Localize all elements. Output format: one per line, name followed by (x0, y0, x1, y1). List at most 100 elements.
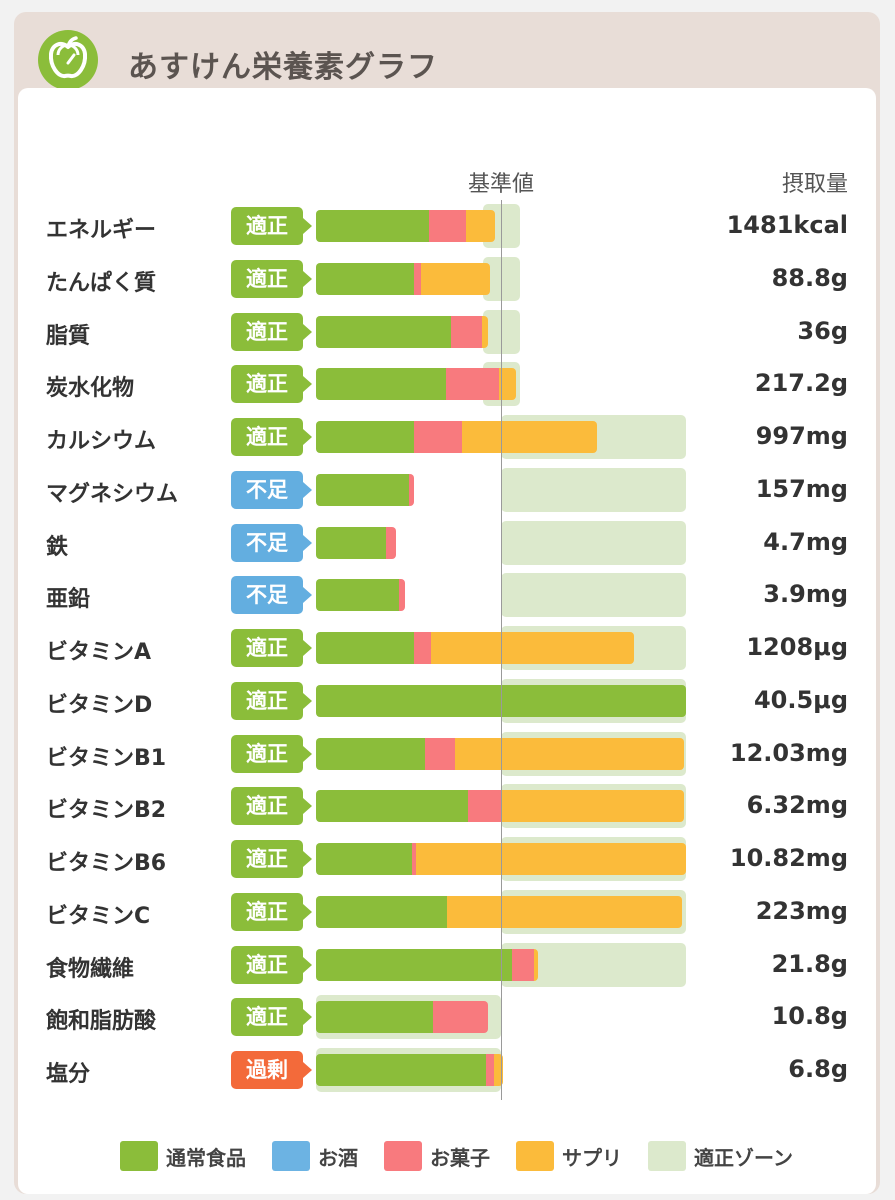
bar-supplement (415, 843, 686, 875)
optimal-zone (501, 520, 686, 565)
intake-value: 3.9mg (763, 580, 848, 609)
stacked-bar (316, 1001, 489, 1034)
bar-supplement (465, 210, 496, 242)
nutrient-row[interactable]: カルシウム 適正 997mg (0, 413, 895, 465)
nutrient-row[interactable]: 飽和脂肪酸 適正 10.8g (0, 993, 895, 1045)
stacked-bar (316, 632, 635, 664)
intake-value: 10.82mg (729, 844, 848, 872)
legend-label: お菓子 (430, 1145, 490, 1170)
status-badge: 適正 (231, 259, 312, 298)
status-badge: 適正 (231, 629, 312, 667)
legend-swatch (384, 1141, 422, 1171)
status-badge: 適正 (231, 998, 312, 1037)
intake-value: 6.8g (788, 1055, 848, 1083)
intake-value: 12.03mg (729, 738, 848, 767)
stacked-bar (316, 579, 405, 612)
bar-snacks (414, 421, 463, 453)
bar-supplement (499, 368, 516, 401)
intake-value: 1208μg (746, 633, 848, 661)
bar-snacks (386, 526, 396, 559)
nutrient-name: マグネシウム (46, 481, 179, 507)
legend-swatch (516, 1141, 554, 1171)
nutrient-row[interactable]: ビタミンB2 適正 6.32mg (0, 782, 895, 834)
legend-swatch (272, 1141, 310, 1171)
bar-supplement (500, 790, 685, 823)
nutrient-name: 鉄 (46, 534, 69, 560)
bar-snacks (414, 262, 422, 295)
intake-value: 1481kcal (726, 211, 848, 239)
nutrient-name: カルシウム (46, 429, 157, 454)
bar-normal-food (316, 262, 415, 295)
bar-supplement (482, 315, 489, 348)
stacked-bar (316, 262, 490, 295)
bar-snacks (414, 632, 431, 664)
nutrient-row[interactable]: ビタミンB1 適正 12.03mg (0, 730, 895, 782)
bar-supplement (493, 1054, 503, 1086)
nutrient-row[interactable]: ビタミンA 適正 1208μg (0, 624, 895, 676)
legend-swatch (120, 1141, 158, 1171)
nutrient-name: 塩分 (46, 1062, 91, 1087)
nutrient-row[interactable]: 鉄 不足 4.7mg (0, 519, 895, 571)
bar-snacks (412, 843, 416, 875)
bar-normal-food (316, 210, 429, 242)
intake-value: 40.5μg (753, 685, 848, 714)
legend-label: 通常食品 (166, 1145, 246, 1170)
intake-value: 997mg (755, 422, 848, 450)
stacked-bar (316, 210, 496, 242)
nutrient-row[interactable]: 食物繊維 適正 21.8g (0, 941, 895, 993)
intake-value: 4.7mg (763, 527, 848, 556)
legend-snacks: お菓子 (384, 1141, 490, 1171)
status-badge: 適正 (231, 892, 312, 931)
legend-label: サプリ (562, 1145, 622, 1170)
legend-swatch (648, 1141, 686, 1171)
stacked-bar (316, 421, 598, 453)
nutrient-row[interactable]: 亜鉛 不足 3.9mg (0, 571, 895, 623)
status-badge: 不足 (231, 576, 312, 615)
bar-snacks (428, 210, 466, 242)
intake-value: 88.8g (771, 263, 848, 292)
legend-supplement: サプリ (516, 1141, 622, 1171)
nutrient-row[interactable]: ビタミンD 適正 40.5μg (0, 677, 895, 729)
bar-normal-food (316, 579, 400, 612)
legend-alcohol: お酒 (272, 1141, 358, 1171)
nutrient-row[interactable]: エネルギー 適正 1481kcal (0, 202, 895, 254)
legend-label: 適正ゾーン (694, 1145, 793, 1170)
status-badge: 適正 (231, 365, 312, 404)
bar-snacks (432, 1001, 489, 1034)
bar-normal-food (316, 526, 387, 559)
optimal-zone (501, 573, 686, 618)
apple-scale-icon (38, 30, 98, 90)
bar-normal-food (316, 1054, 487, 1086)
legend-label: お酒 (318, 1145, 358, 1170)
bar-supplement (462, 421, 598, 453)
bar-supplement (534, 948, 538, 981)
legend-normal-food: 通常食品 (120, 1141, 246, 1171)
status-badge: 適正 (231, 312, 312, 351)
bar-normal-food (316, 895, 448, 928)
nutrient-name: ビタミンB2 (46, 798, 167, 824)
bar-snacks (512, 948, 535, 981)
bar-snacks (486, 1054, 494, 1086)
nutrient-row[interactable]: 炭水化物 適正 217.2g (0, 360, 895, 412)
nutrient-name: 炭水化物 (46, 376, 135, 402)
bar-normal-food (316, 632, 415, 664)
bar-snacks (399, 579, 405, 612)
nutrient-name: 食物繊維 (46, 956, 135, 982)
intake-value: 6.32mg (746, 791, 848, 820)
nutrient-row[interactable]: ビタミンB6 適正 10.82mg (0, 835, 895, 887)
bar-snacks (425, 737, 455, 770)
reference-line (501, 200, 502, 1100)
nutrient-row[interactable]: たんぱく質 適正 88.8g (0, 255, 895, 307)
bar-normal-food (316, 1001, 433, 1034)
stacked-bar (316, 948, 538, 981)
reference-header: 基準値 (467, 172, 534, 197)
intake-header: 摂取量 (781, 172, 848, 197)
nutrient-row[interactable]: 脂質 適正 36g (0, 308, 895, 360)
nutrient-row[interactable]: 塩分 過剰 6.8g (0, 1046, 895, 1098)
nutrient-name: ビタミンB1 (46, 745, 167, 771)
status-badge: 適正 (231, 681, 312, 720)
nutrient-row[interactable]: ビタミンC 適正 223mg (0, 888, 895, 940)
stacked-bar (316, 737, 685, 770)
status-badge: 不足 (231, 470, 312, 509)
nutrient-row[interactable]: マグネシウム 不足 157mg (0, 466, 895, 518)
